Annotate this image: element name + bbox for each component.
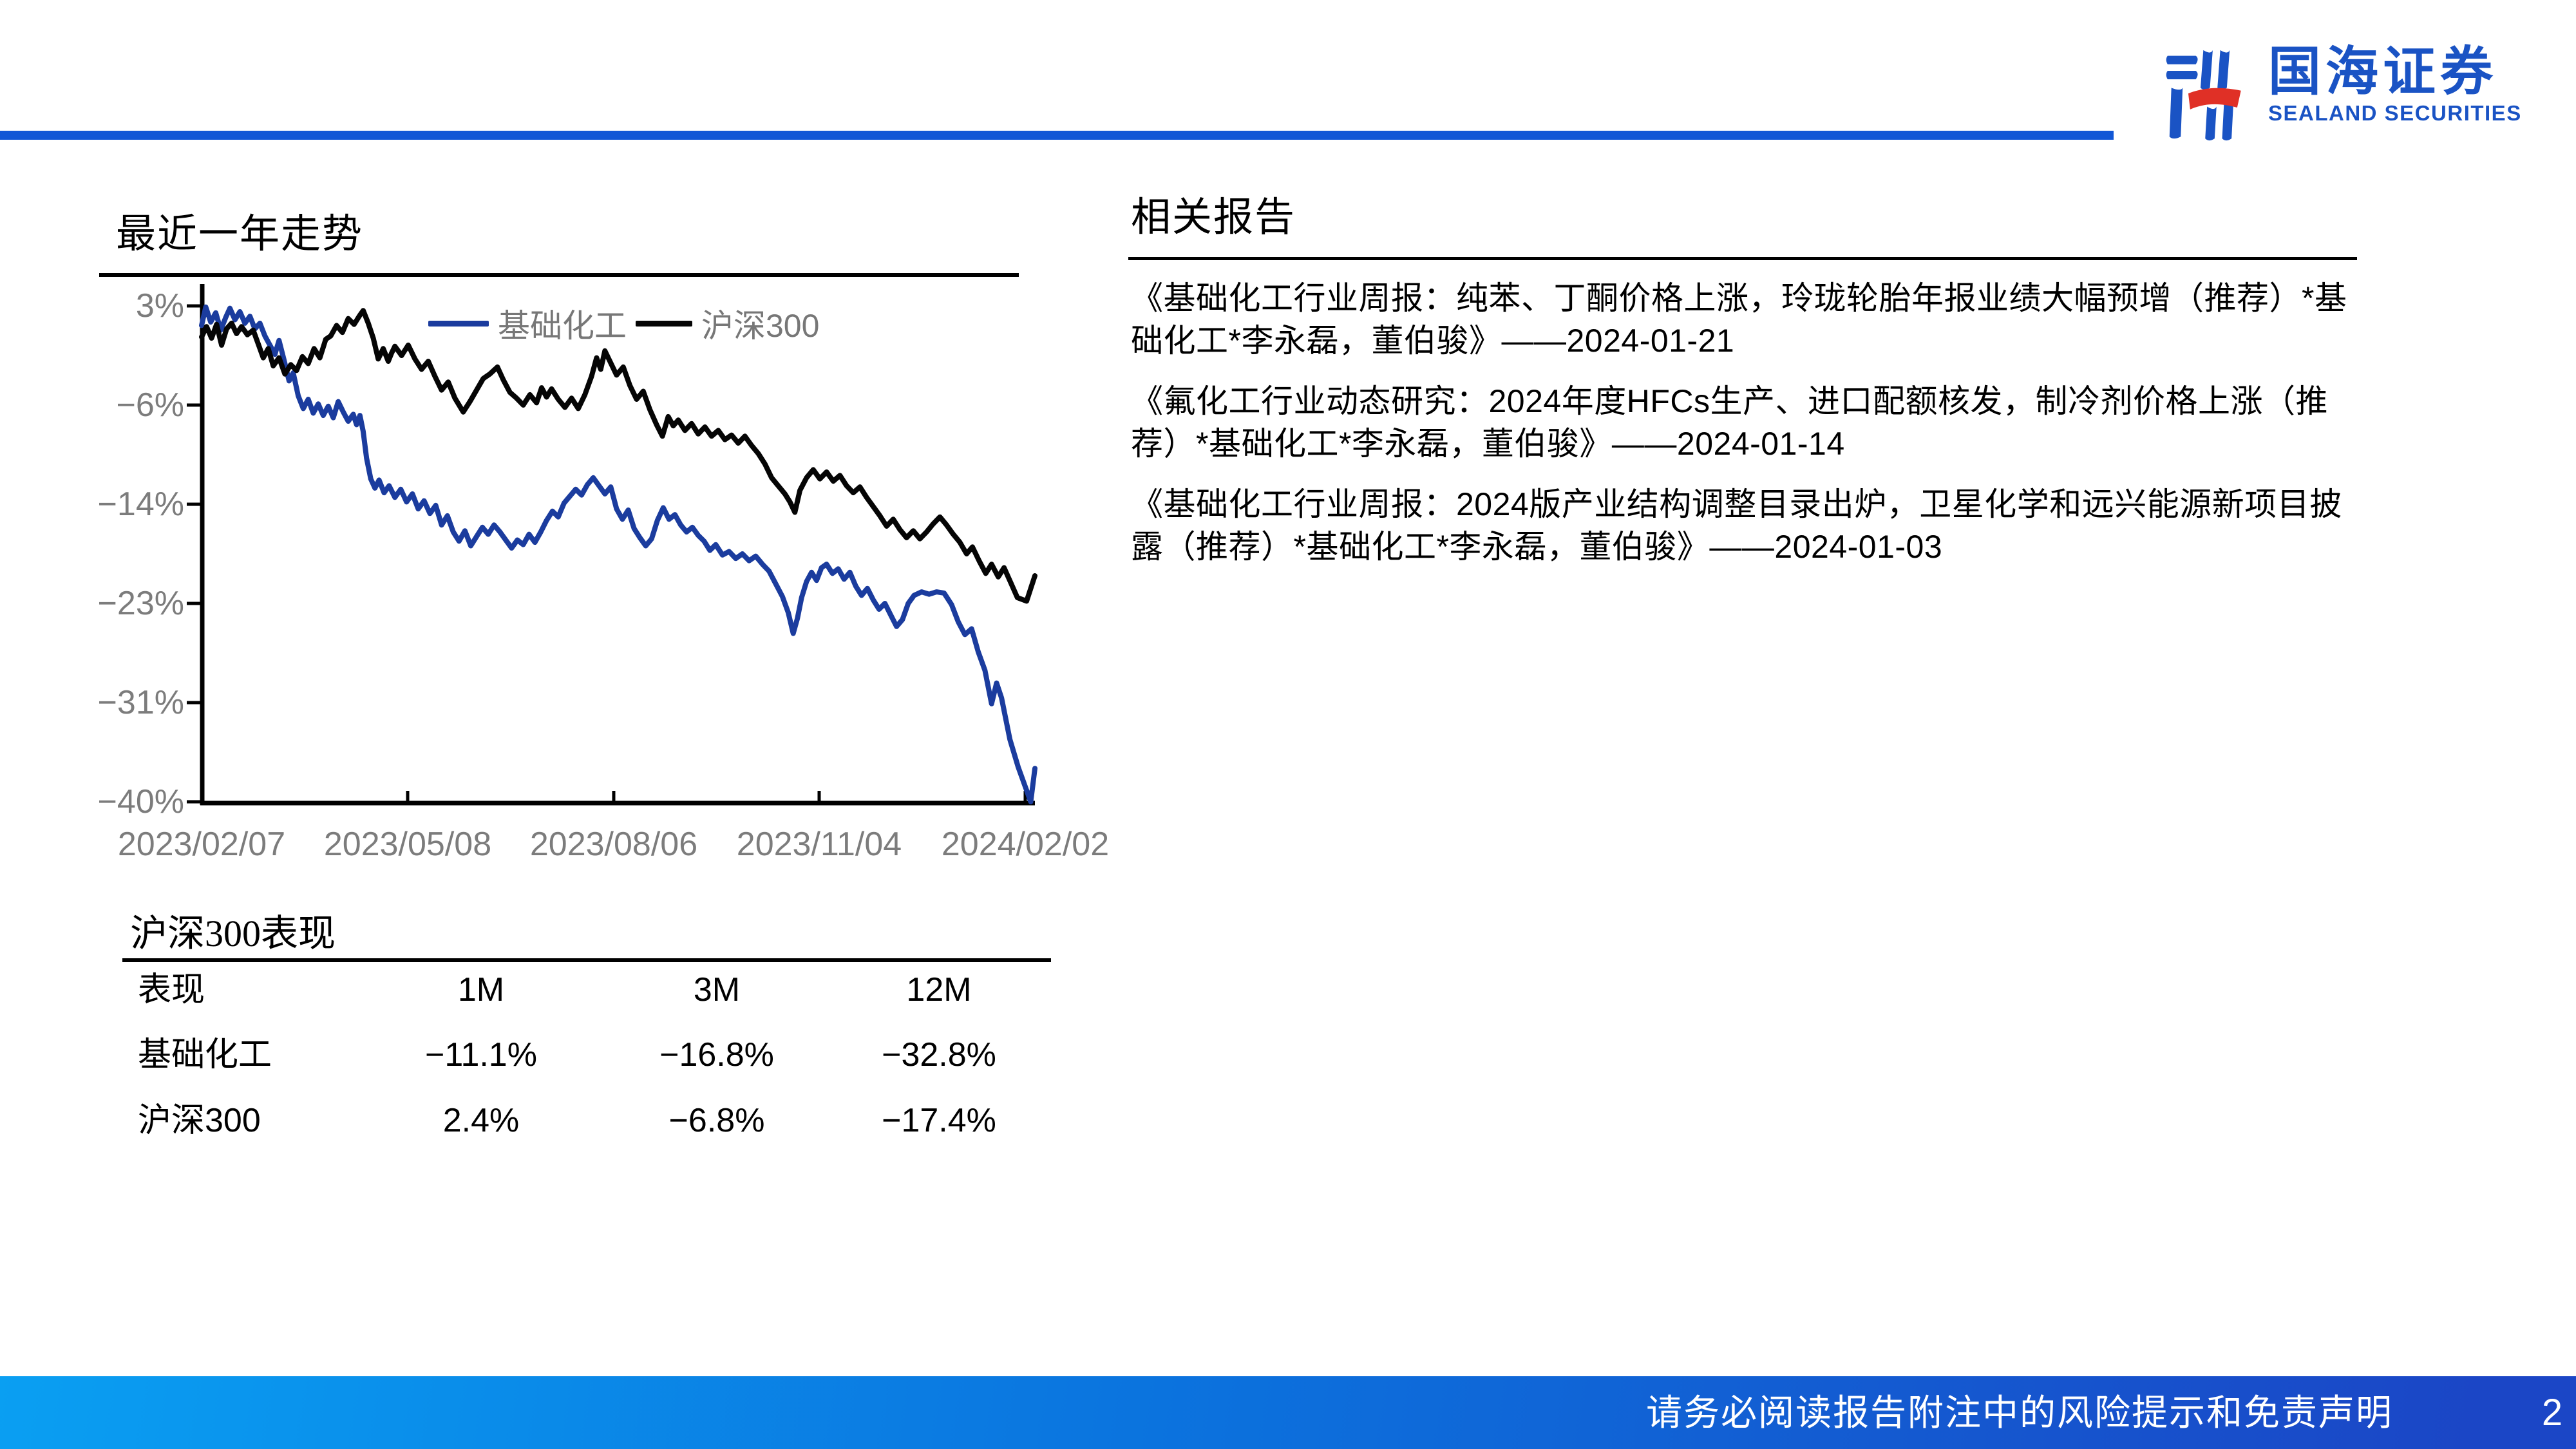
y-tick-label-4: −31%	[97, 684, 184, 721]
brand-logo: 国海证券 SEALAND SECURITIES	[2164, 43, 2550, 146]
report-item-3: 《基础化工行业周报：2024版产业结构调整目录出炉，卫星化学和远兴能源新项目披露…	[1131, 486, 2342, 565]
y-tick-marks	[187, 304, 200, 804]
legend-label-jichuhuagong: 基础化工	[498, 308, 627, 344]
table-header-12m: 12M	[906, 971, 972, 1009]
series-line-0	[199, 304, 1037, 804]
cell-hs300-1m: 2.4%	[442, 1102, 520, 1139]
cell-jichuhuagong-1m: −11.1%	[425, 1036, 537, 1074]
benchmark-table-title: 沪深300表现	[130, 913, 336, 954]
cell-hs300-3m: −6.8%	[668, 1102, 765, 1139]
footer-page-number: 2	[2541, 1392, 2563, 1434]
cell-hs300-12m: −17.4%	[882, 1102, 996, 1139]
report-item-1: 《基础化工行业周报：纯苯、丁酮价格上涨，玲珑轮胎年报业绩大幅预增（推荐）*基础化…	[1131, 280, 2347, 359]
chart-title-rule	[99, 273, 1019, 277]
y-tick-label-2: −14%	[97, 486, 184, 523]
series-line-1	[199, 308, 1037, 604]
report-item-2: 《氟化工行业动态研究：2024年度HFCs生产、进口配额核发，制冷剂价格上涨（推…	[1131, 383, 2328, 462]
cell-jichuhuagong-12m: −32.8%	[882, 1036, 996, 1074]
table-header-3m: 3M	[693, 971, 741, 1009]
chart-legend: 基础化工 沪深300	[428, 303, 819, 344]
legend-label-hs300: 沪深300	[701, 308, 820, 344]
x-tick-label-3: 2023/11/04	[736, 826, 902, 863]
y-tick-label-0: 3%	[135, 287, 184, 325]
table-header-metric: 表现	[138, 971, 205, 1009]
footer-bar	[0, 1376, 2576, 1449]
table-header-1m: 1M	[457, 971, 505, 1009]
related-reports-list: 《基础化工行业周报：纯苯、丁酮价格上涨，玲珑轮胎年报业绩大幅预增（推荐）*基础化…	[1131, 277, 2353, 586]
y-tick-label-1: −6%	[116, 386, 184, 424]
legend-swatch-jichuhuagong	[428, 320, 489, 327]
logo-en-text: SEALAND SECURITIES	[2268, 101, 2522, 125]
related-reports-title: 相关报告	[1131, 195, 1296, 240]
y-tick-label-3: −23%	[97, 585, 184, 622]
related-reports-rule	[1128, 257, 2357, 260]
footer-disclaimer: 请务必阅读报告附注中的风险提示和免责声明	[1646, 1392, 2393, 1433]
x-tick-marks	[406, 791, 1027, 801]
row-label-hs300: 沪深300	[138, 1102, 261, 1139]
x-tick-label-4: 2024/02/02	[941, 826, 1110, 863]
y-tick-label-5: −40%	[97, 783, 184, 820]
trend-chart-svg	[187, 284, 1037, 806]
cell-jichuhuagong-3m: −16.8%	[659, 1036, 774, 1074]
logo-cn-text: 国海证券	[2268, 43, 2498, 101]
row-label-jichuhuagong: 基础化工	[138, 1036, 272, 1074]
x-tick-label-0: 2023/02/07	[117, 826, 286, 863]
x-tick-label-1: 2023/05/08	[323, 826, 492, 863]
benchmark-table-rule	[122, 958, 1051, 962]
header-accent-rule	[0, 131, 2114, 140]
legend-swatch-hs300	[636, 320, 692, 327]
x-tick-label-2: 2023/08/06	[529, 826, 698, 863]
sealand-logo-icon	[2166, 50, 2241, 141]
chart-section-title: 最近一年走势	[116, 212, 364, 256]
